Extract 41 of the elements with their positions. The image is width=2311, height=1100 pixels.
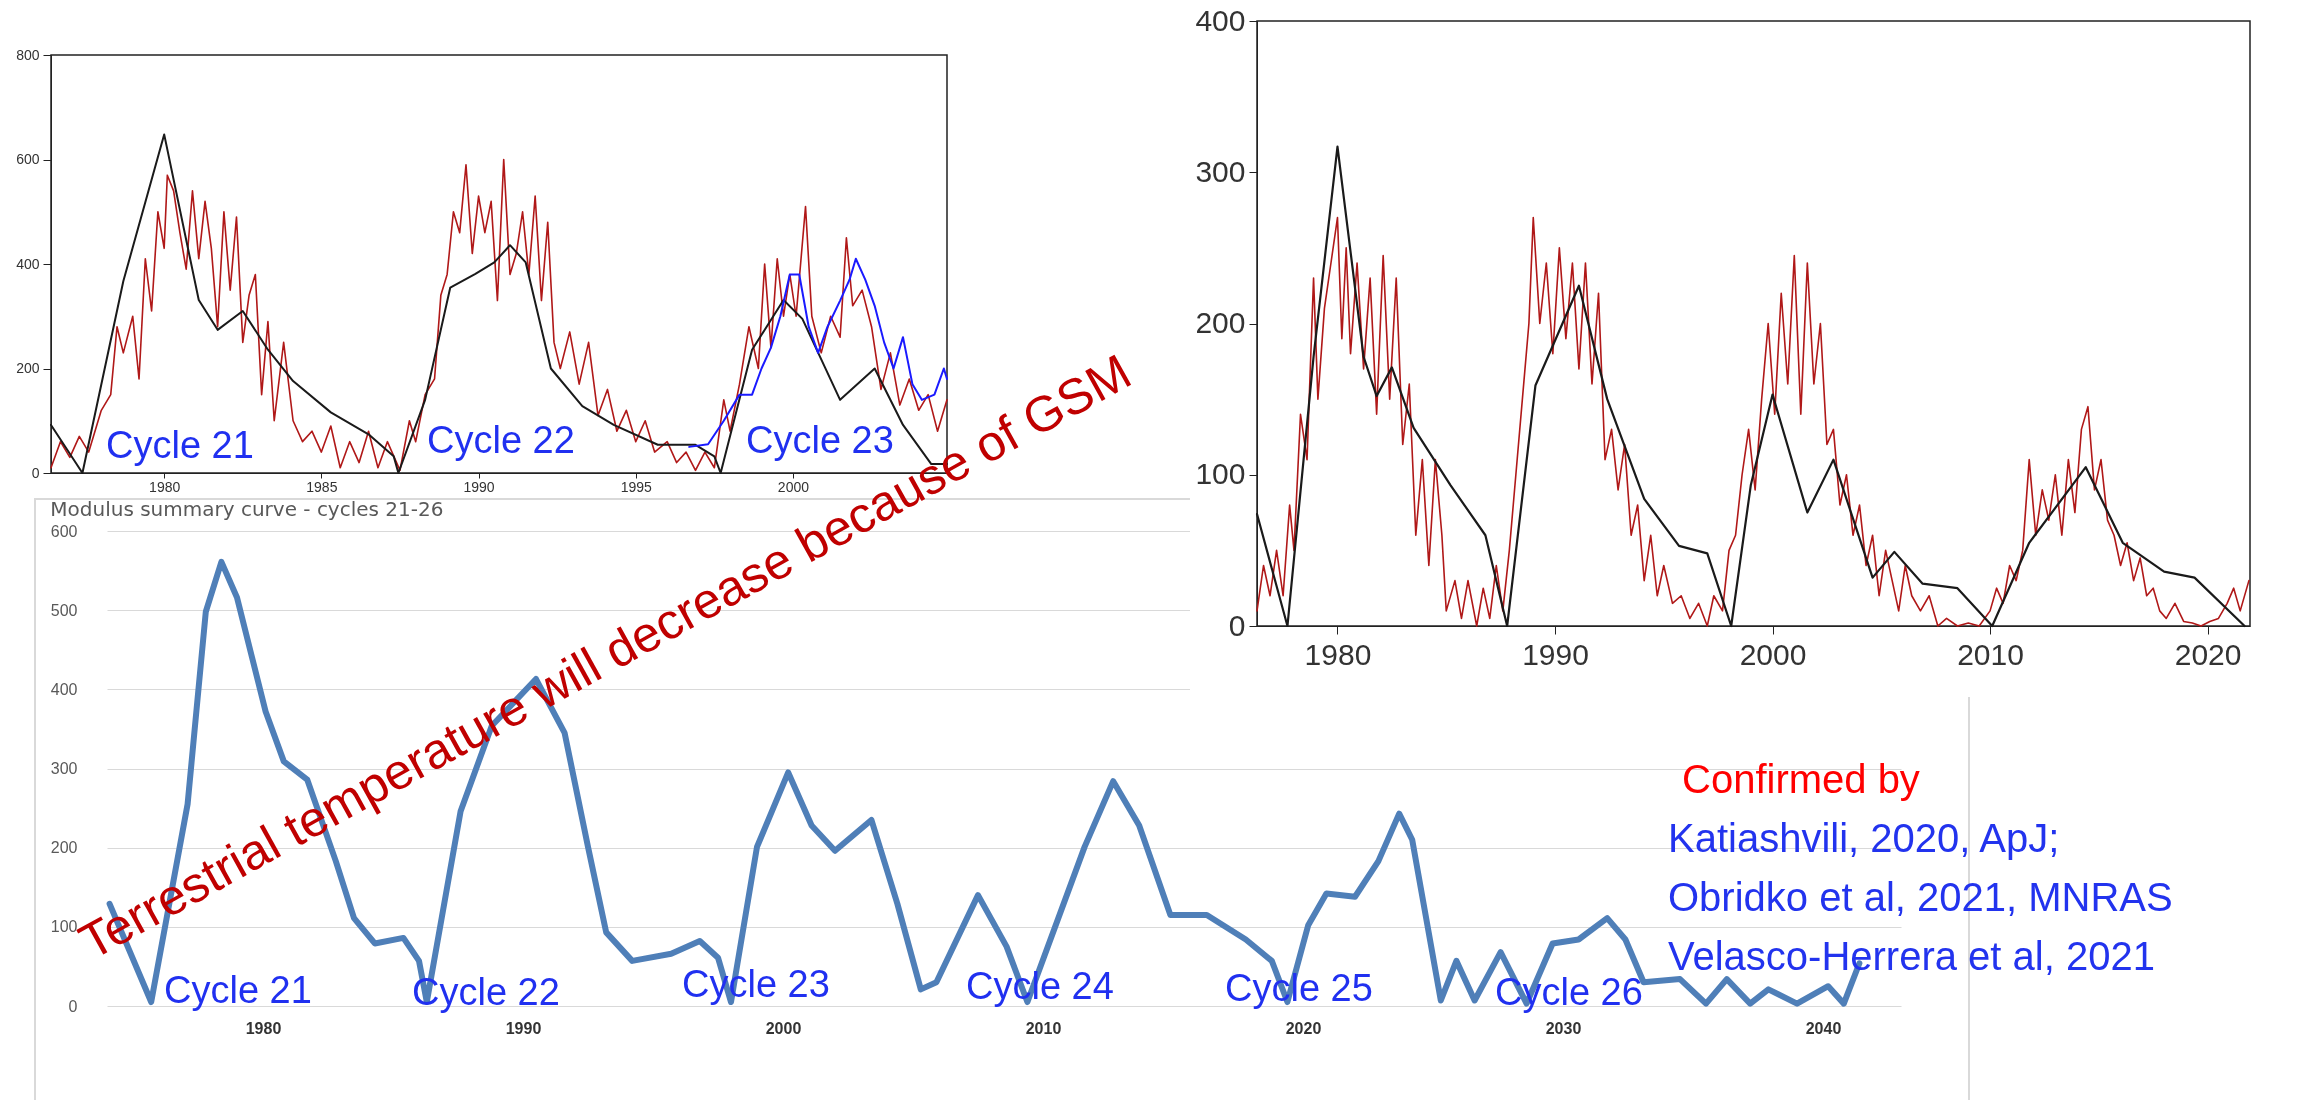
y-tick-label: 0 bbox=[1228, 608, 1246, 642]
y-tick-label: 400 bbox=[50, 680, 78, 698]
y-tick-label: 500 bbox=[50, 601, 78, 619]
y-tick-label: 100 bbox=[1195, 457, 1246, 491]
x-tick-label: 2040 bbox=[1805, 1019, 1842, 1037]
x-tick-label: 1980 bbox=[1304, 637, 1372, 671]
annotation: Obridko et al, 2021, MNRAS bbox=[1668, 874, 2173, 921]
x-tick-label: 2000 bbox=[1739, 637, 1807, 671]
x-tick-label: 1990 bbox=[505, 1019, 542, 1037]
x-tick-label: 2000 bbox=[765, 1019, 802, 1037]
x-tick-label: 1980 bbox=[149, 478, 181, 495]
chart-title: Modulus summary curve - cycles 21-26 bbox=[50, 497, 444, 521]
y-tick-label: 600 bbox=[50, 522, 78, 540]
y-tick-label: 0 bbox=[31, 464, 40, 481]
x-tick-label: 2020 bbox=[1285, 1019, 1322, 1037]
y-tick-label: 0 bbox=[68, 997, 78, 1015]
y-tick-label: 200 bbox=[16, 360, 40, 376]
y-tick-label: 300 bbox=[50, 760, 78, 777]
y-tick-label: 600 bbox=[16, 151, 40, 167]
annotation: Confirmed by bbox=[1681, 756, 1921, 803]
annotation: Cycle 21 bbox=[106, 424, 254, 466]
x-tick-label: 1990 bbox=[1522, 637, 1589, 671]
x-tick-label: 1980 bbox=[245, 1019, 282, 1037]
y-tick-label: 800 bbox=[16, 46, 40, 63]
x-tick-label: 2010 bbox=[1957, 637, 2024, 671]
y-tick-label: 200 bbox=[50, 839, 78, 857]
x-tick-label: 1990 bbox=[463, 478, 495, 495]
x-tick-label: 1985 bbox=[306, 478, 338, 495]
annotation: Cycle 21 bbox=[164, 969, 312, 1011]
x-tick-label: 1995 bbox=[620, 478, 653, 495]
annotation: Katiashvili, 2020, ApJ; bbox=[1668, 815, 2061, 862]
x-tick-label: 2010 bbox=[1025, 1019, 1062, 1037]
x-tick-label: 2020 bbox=[2174, 637, 2242, 671]
annotation: Velasco-Herrera et al, 2021 bbox=[1668, 933, 2156, 980]
y-tick-label: 400 bbox=[1195, 3, 1246, 37]
annotation: Cycle 22 bbox=[427, 419, 575, 461]
y-tick-label: 100 bbox=[50, 918, 78, 936]
y-tick-label: 400 bbox=[16, 255, 40, 272]
y-tick-label: 300 bbox=[1195, 154, 1246, 188]
x-tick-label: 2030 bbox=[1545, 1019, 1582, 1037]
y-tick-label: 200 bbox=[1195, 306, 1246, 339]
